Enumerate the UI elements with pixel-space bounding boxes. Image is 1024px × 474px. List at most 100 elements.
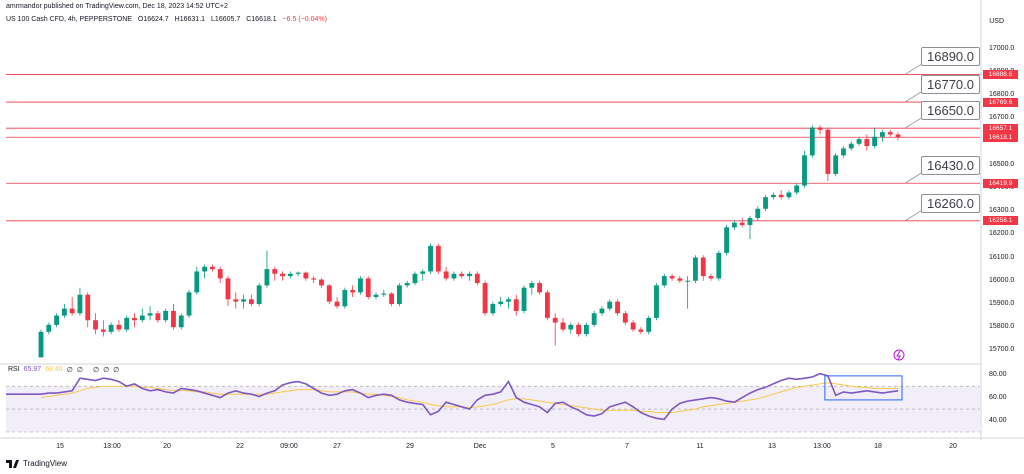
candle-body [311, 278, 317, 280]
candle-body [529, 283, 535, 288]
published-by-text: amrmandor published on TradingView.com, … [6, 3, 228, 10]
rsi-tick: 60.00 [989, 393, 1007, 401]
price-tick: 16800.0 [989, 91, 1015, 98]
candle-body [576, 324, 581, 335]
time-tick: 09:00 [280, 443, 298, 450]
candle-body [778, 194, 784, 198]
candle-body [319, 279, 324, 286]
price-tick: 16300.0 [989, 207, 1015, 215]
level-label-box: 16650.0 [921, 101, 980, 121]
level-price-badge: 16258.1 [983, 216, 1018, 226]
time-tick: 5 [551, 443, 555, 450]
candle-body [490, 303, 496, 314]
rsi-ma-value: 68.46 [45, 366, 63, 373]
candle-body [482, 283, 488, 314]
currency-label: USD [989, 18, 1004, 25]
level-label-box: 16890.0 [921, 47, 980, 67]
candle-body [233, 299, 239, 302]
candle-body [132, 317, 137, 321]
rsi-legend: RSI 65.97 68.46 ∅ ∅ ∅ ∅ ∅ [8, 366, 119, 374]
candle-body [646, 317, 652, 332]
candle-body [381, 293, 387, 295]
candle-body [248, 299, 254, 304]
candle-body [93, 320, 98, 330]
candle-body [513, 299, 519, 311]
candle-body [404, 283, 410, 286]
candle-body [326, 285, 332, 302]
time-tick: 27 [333, 443, 341, 450]
candle-body [474, 273, 480, 284]
candle-body [856, 139, 862, 144]
candle-body [770, 194, 776, 198]
symbol-title[interactable]: US 100 Cash CFD, 4h, PEPPERSTONE [6, 16, 132, 23]
level-connector [904, 64, 922, 75]
rsi-annotation-box [824, 375, 903, 401]
candle-body [763, 197, 768, 209]
candle-body [186, 292, 192, 316]
candle-body [396, 285, 402, 304]
candle-body [264, 269, 270, 286]
candle-body [615, 301, 620, 314]
candle-body [848, 143, 854, 149]
candle-body [887, 132, 893, 135]
candle-body [451, 273, 457, 279]
candle-body [77, 294, 83, 314]
candle-body [178, 315, 184, 328]
candle-body [841, 148, 846, 156]
candle-body [677, 278, 683, 281]
time-tick: 29 [406, 443, 414, 450]
candle-body [69, 308, 75, 314]
level-connector [904, 172, 922, 184]
candle-body [108, 324, 114, 332]
candle-body [85, 294, 91, 321]
candle-body [833, 155, 839, 174]
candle-body [412, 273, 418, 284]
rsi-extra-0: ∅ [66, 367, 73, 374]
candle-body [895, 134, 901, 138]
level-connector [904, 91, 922, 103]
candle-body [147, 313, 153, 316]
candle-body [334, 301, 340, 307]
candle-body [825, 129, 831, 174]
time-tick: 13:00 [813, 443, 831, 450]
time-tick: 13:00 [103, 443, 121, 450]
candle-body [880, 132, 885, 137]
price-change: −6.5 (−0.04%) [282, 16, 327, 23]
candle-body [124, 317, 130, 330]
rsi-name[interactable]: RSI [8, 366, 20, 373]
ohlc-open: O16624.7 [137, 16, 169, 23]
candle-body [420, 271, 426, 274]
candle-body [568, 324, 574, 330]
level-price-badge: 16419.9 [983, 178, 1018, 188]
candle-body [872, 136, 878, 147]
level-label-box: 16430.0 [921, 156, 980, 176]
candle-body [272, 269, 278, 274]
candle-body [552, 317, 558, 323]
candle-body [225, 278, 231, 300]
time-tick: 11 [696, 443, 704, 450]
candle-body [202, 266, 208, 272]
price-tick: 15900.0 [989, 299, 1015, 307]
candle-body [693, 257, 698, 281]
candle-body [700, 257, 706, 277]
candle-body [537, 283, 543, 293]
candle-body [459, 273, 465, 277]
rsi-extra-2: ∅ [92, 367, 100, 374]
level-label-box: 16260.0 [921, 193, 980, 213]
candle-body [591, 313, 597, 325]
time-tick: 20 [163, 443, 171, 450]
candle-body [521, 287, 527, 311]
tradingview-logo[interactable]: TradingView [6, 459, 67, 468]
level-connector [904, 117, 922, 129]
candle-body [506, 299, 511, 302]
candle-body [287, 273, 293, 277]
candle-body [544, 292, 550, 318]
candle-body [607, 301, 613, 309]
candle-body [373, 294, 379, 297]
ohlc-high: H16631.1 [174, 16, 206, 23]
level-price-badge: 16769.6 [983, 97, 1018, 107]
candle-body [747, 218, 753, 226]
level-label-box: 16770.0 [921, 75, 980, 95]
candle-body [731, 222, 737, 228]
